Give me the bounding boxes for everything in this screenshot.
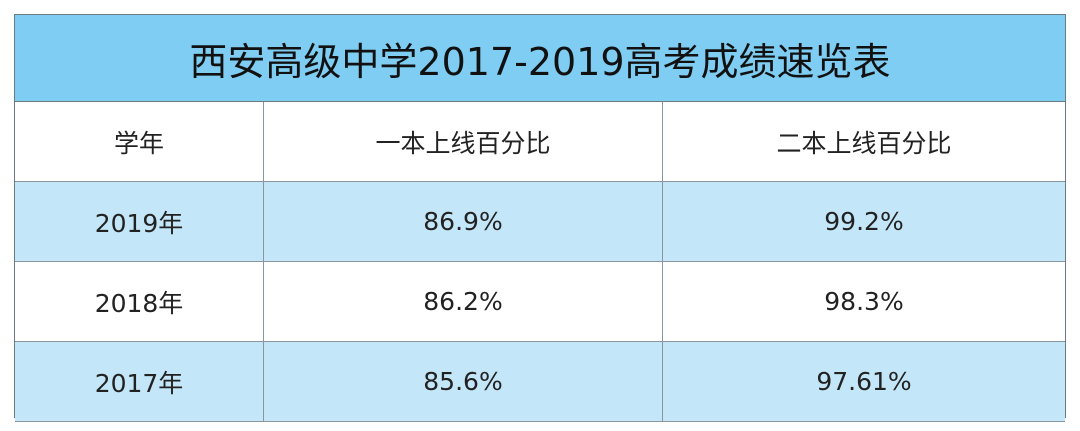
- table-title: 西安高级中学2017-2019高考成绩速览表: [15, 15, 1065, 102]
- cell: 85.6%: [264, 342, 663, 421]
- cell: 2019年: [15, 182, 264, 261]
- cell: 99.2%: [824, 207, 904, 236]
- table: 西安高级中学2017-2019高考成绩速览表 学年 一本上线百分比 二本上线百分比 2…: [14, 14, 1066, 422]
- data-row: 2019年 86.9% 99.2%: [15, 182, 1065, 262]
- cell: 2018年: [15, 262, 264, 341]
- header-row: 学年 一本上线百分比 二本上线百分比: [15, 102, 1065, 182]
- cell: 二本上线百分比: [776, 128, 952, 158]
- data-row: 2017年 85.6% 97.61%: [15, 342, 1065, 422]
- cell: 86.9%: [264, 182, 663, 261]
- cell: 一本上线百分比: [264, 102, 663, 181]
- cell: 86.2%: [264, 262, 663, 341]
- cell: 97.61%: [816, 367, 912, 396]
- cell: 学年: [15, 102, 264, 181]
- data-row: 2018年 86.2% 98.3%: [15, 262, 1065, 342]
- cell: 2017年: [15, 342, 264, 421]
- cell: 98.3%: [824, 287, 904, 316]
